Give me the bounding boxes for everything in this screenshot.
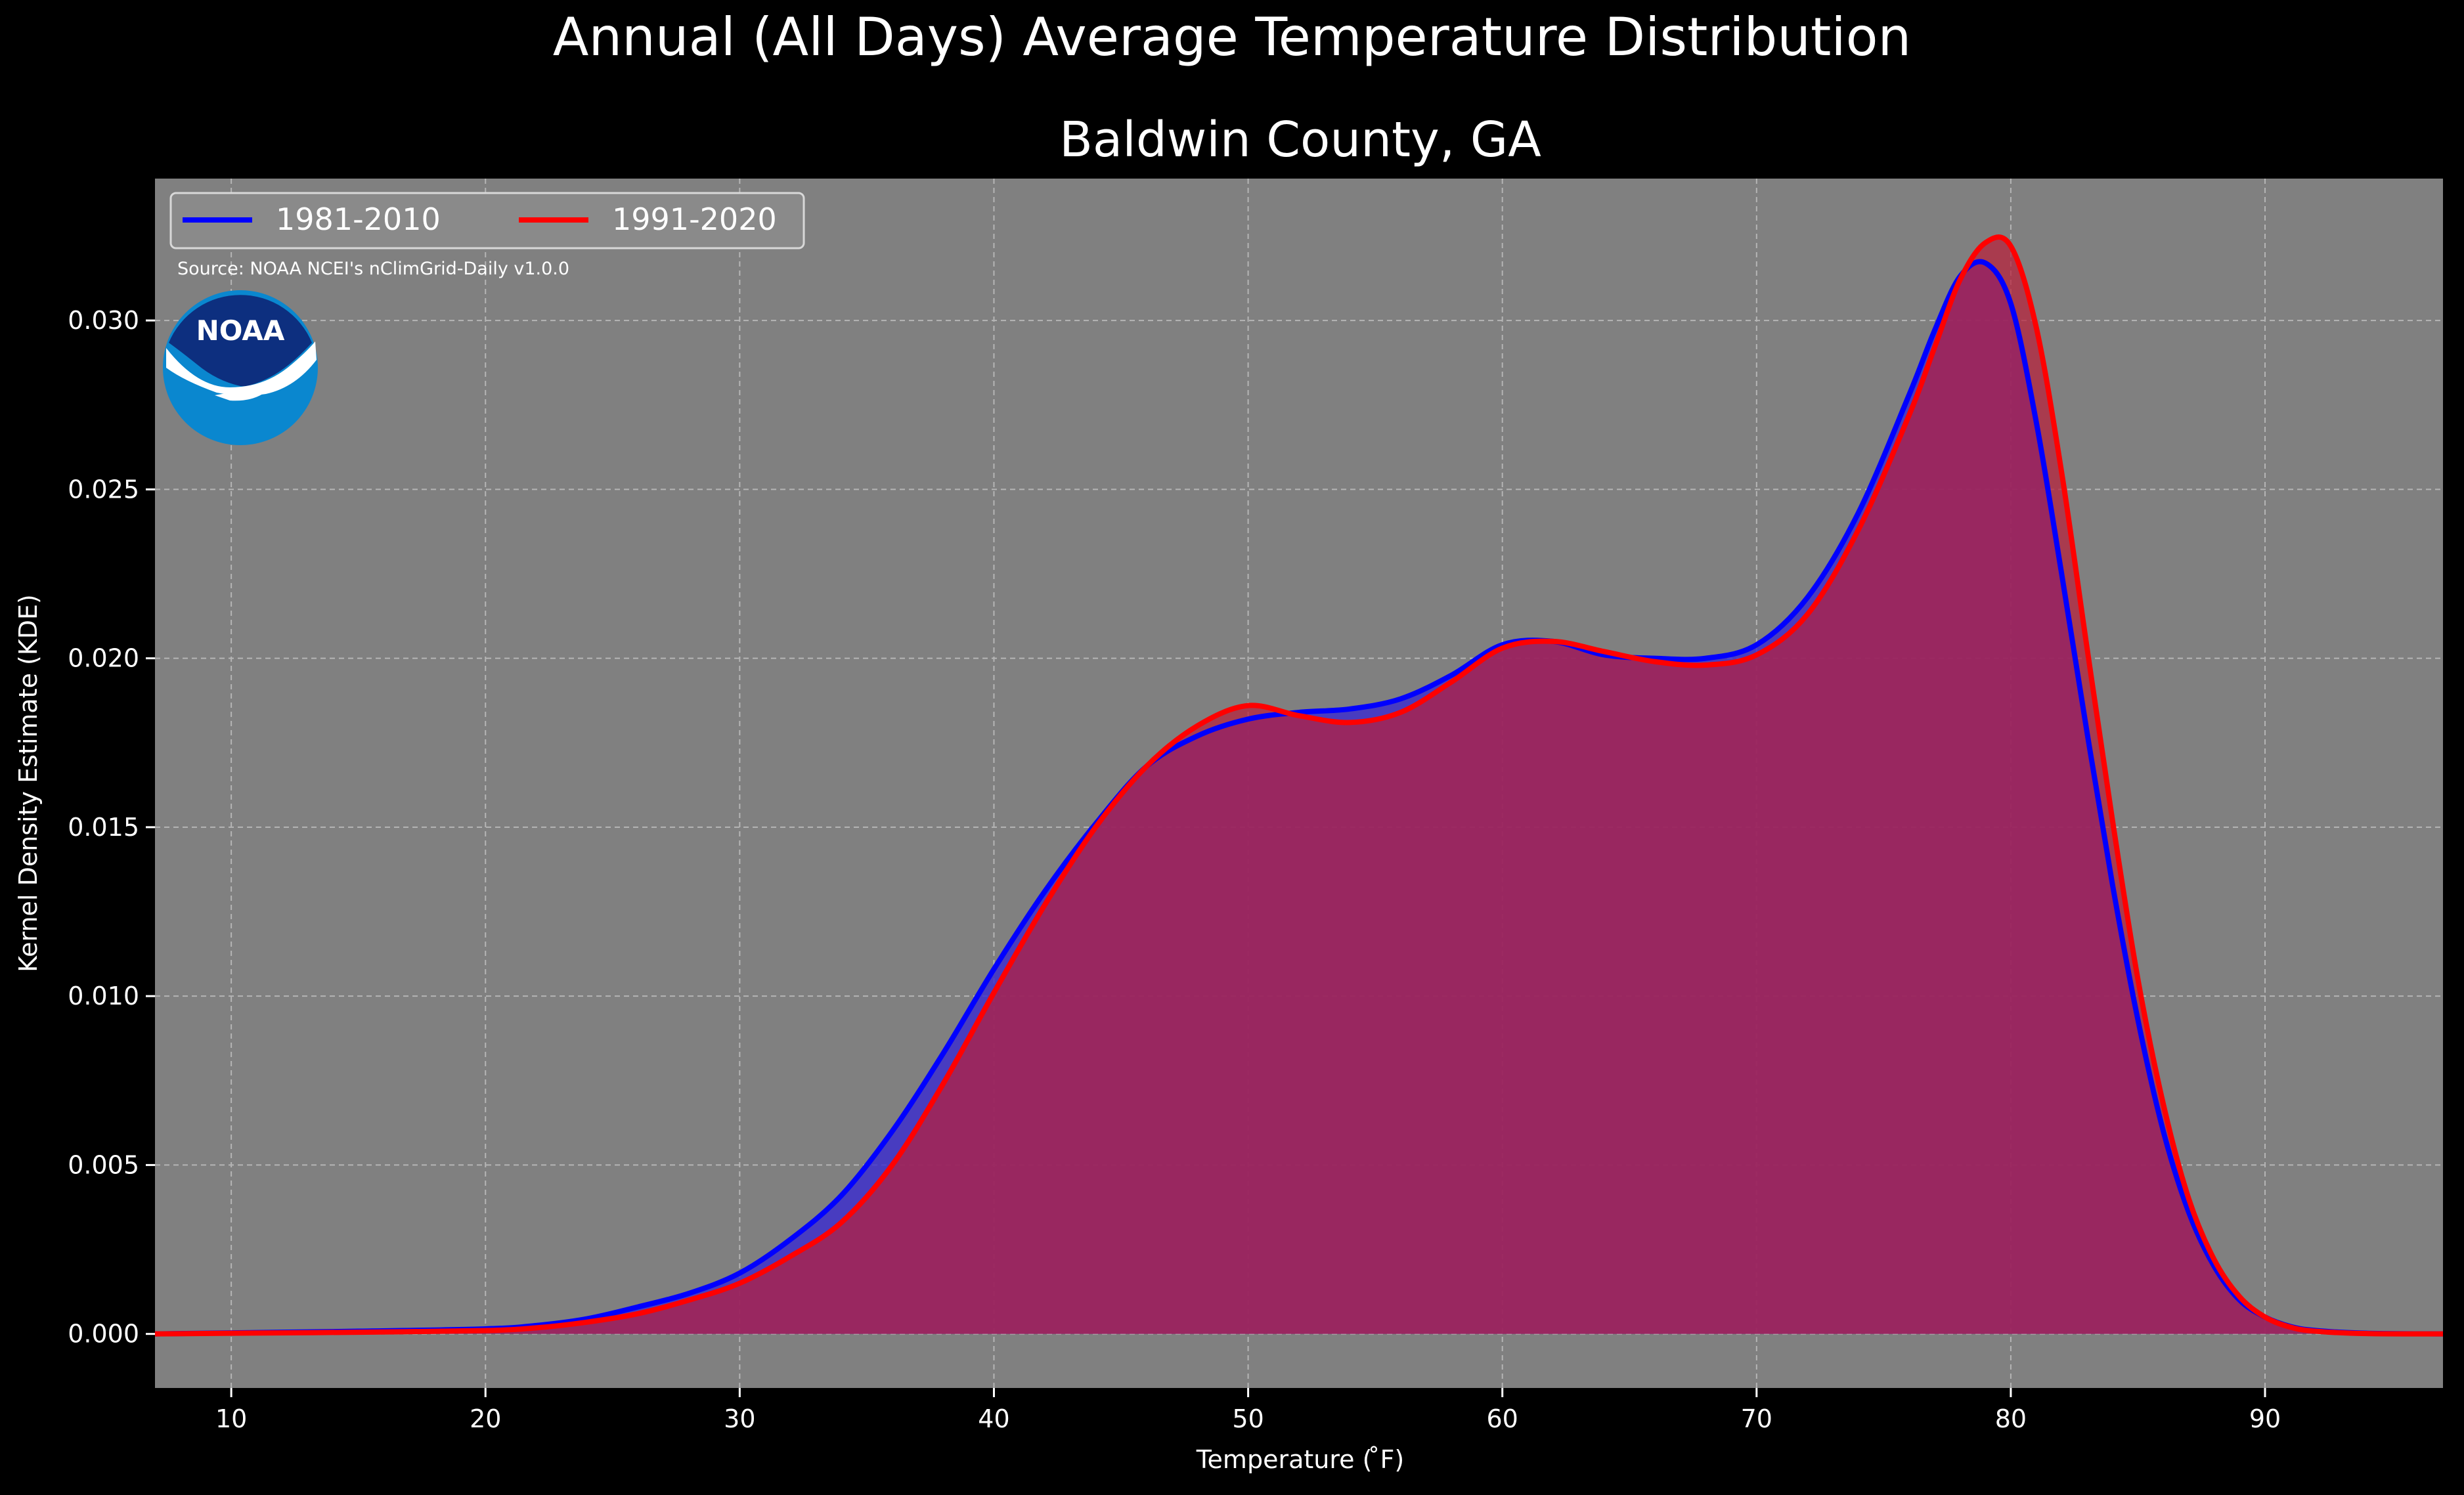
- y-tick-label: 0.005: [68, 1150, 139, 1179]
- legend: 1981-2010 1991-2020: [169, 192, 805, 249]
- y-tick-label: 0.030: [68, 306, 139, 335]
- y-tick-label: 0.010: [68, 982, 139, 1010]
- area-1991-2020: [155, 237, 2443, 1334]
- y-tick-label: 0.015: [68, 813, 139, 842]
- legend-box: [169, 192, 805, 249]
- x-tick-label: 70: [1741, 1404, 1772, 1433]
- x-tick-label: 10: [215, 1404, 247, 1433]
- line-1981-2010: [154, 259, 2444, 1337]
- x-axis-ticks: 10 20 30 40 50 60 70 80 90: [215, 1388, 2281, 1433]
- y-axis-ticks: 0.000 0.005 0.010 0.015 0.020 0.025 0.030: [68, 306, 155, 1349]
- y-tick-label: 0.020: [68, 644, 139, 673]
- x-axis-label: Temperature ( ̊F): [1196, 1445, 1404, 1474]
- x-tick-label: 50: [1232, 1404, 1264, 1433]
- chart-suptitle: Annual (All Days) Average Temperature Di…: [553, 7, 1911, 68]
- legend-label-1981-2010: 1981-2010: [276, 202, 441, 237]
- y-tick-label: 0.025: [68, 475, 139, 504]
- noaa-logo: NOAA: [163, 290, 318, 445]
- chart-title: Baldwin County, GA: [1059, 112, 1541, 168]
- x-tick-label: 30: [724, 1404, 755, 1433]
- x-tick-label: 80: [1995, 1404, 2027, 1433]
- y-axis-label: Kernel Density Estimate (KDE): [14, 594, 43, 972]
- series-areas: [155, 237, 2443, 1334]
- legend-label-1991-2020: 1991-2020: [612, 202, 777, 237]
- y-tick-label: 0.000: [68, 1320, 139, 1349]
- series-lines: [154, 234, 2444, 1337]
- x-tick-label: 40: [978, 1404, 1009, 1433]
- x-tick-label: 60: [1487, 1404, 1518, 1433]
- source-note: Source: NOAA NCEI's nClimGrid-Daily v1.0…: [177, 259, 569, 279]
- x-tick-label: 20: [470, 1404, 501, 1433]
- x-tick-label: 90: [2249, 1404, 2281, 1433]
- noaa-logo-text: NOAA: [196, 314, 285, 347]
- line-1991-2020: [154, 234, 2444, 1337]
